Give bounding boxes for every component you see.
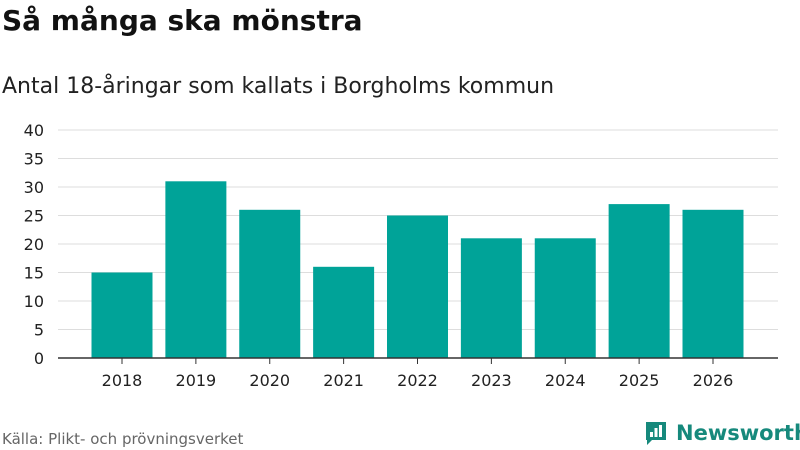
brand-logo: Newsworthy — [644, 420, 800, 446]
y-tick-label: 30 — [24, 178, 44, 197]
bar-2019 — [165, 181, 227, 358]
bars — [91, 181, 744, 358]
bar-2020 — [239, 209, 301, 358]
x-tick-label: 2023 — [471, 371, 512, 390]
y-tick-label: 35 — [24, 150, 44, 169]
x-tick-label: 2018 — [102, 371, 143, 390]
y-tick-label: 15 — [24, 264, 44, 283]
source-note: Källa: Plikt- och prövningsverket — [2, 430, 244, 448]
x-tick-label: 2022 — [397, 371, 438, 390]
bar-2022 — [387, 215, 448, 358]
x-tick-label: 2020 — [249, 371, 290, 390]
bar-2018 — [91, 272, 153, 358]
x-tick-label: 2021 — [323, 371, 364, 390]
y-tick-label: 40 — [24, 121, 44, 140]
x-tick-label: 2026 — [693, 371, 734, 390]
bar-2025 — [608, 204, 670, 358]
y-tick-label: 20 — [24, 235, 44, 254]
chart-title: Så många ska mönstra — [2, 4, 363, 37]
bar-2026 — [682, 209, 744, 358]
bar-2024 — [534, 238, 596, 358]
bar-2021 — [313, 266, 375, 358]
chart-subtitle: Antal 18-åringar som kallats i Borgholms… — [2, 74, 555, 99]
y-tick-label: 10 — [24, 292, 44, 311]
brand-name: Newsworthy — [676, 421, 800, 445]
x-tick-label: 2025 — [619, 371, 660, 390]
bar-2023 — [460, 238, 522, 358]
x-tick-label: 2024 — [545, 371, 586, 390]
y-tick-label: 25 — [24, 207, 44, 226]
y-tick-label: 0 — [34, 349, 44, 368]
x-tick-label: 2019 — [176, 371, 217, 390]
y-tick-label: 5 — [34, 321, 44, 340]
newsworthy-logo-icon — [646, 422, 666, 445]
